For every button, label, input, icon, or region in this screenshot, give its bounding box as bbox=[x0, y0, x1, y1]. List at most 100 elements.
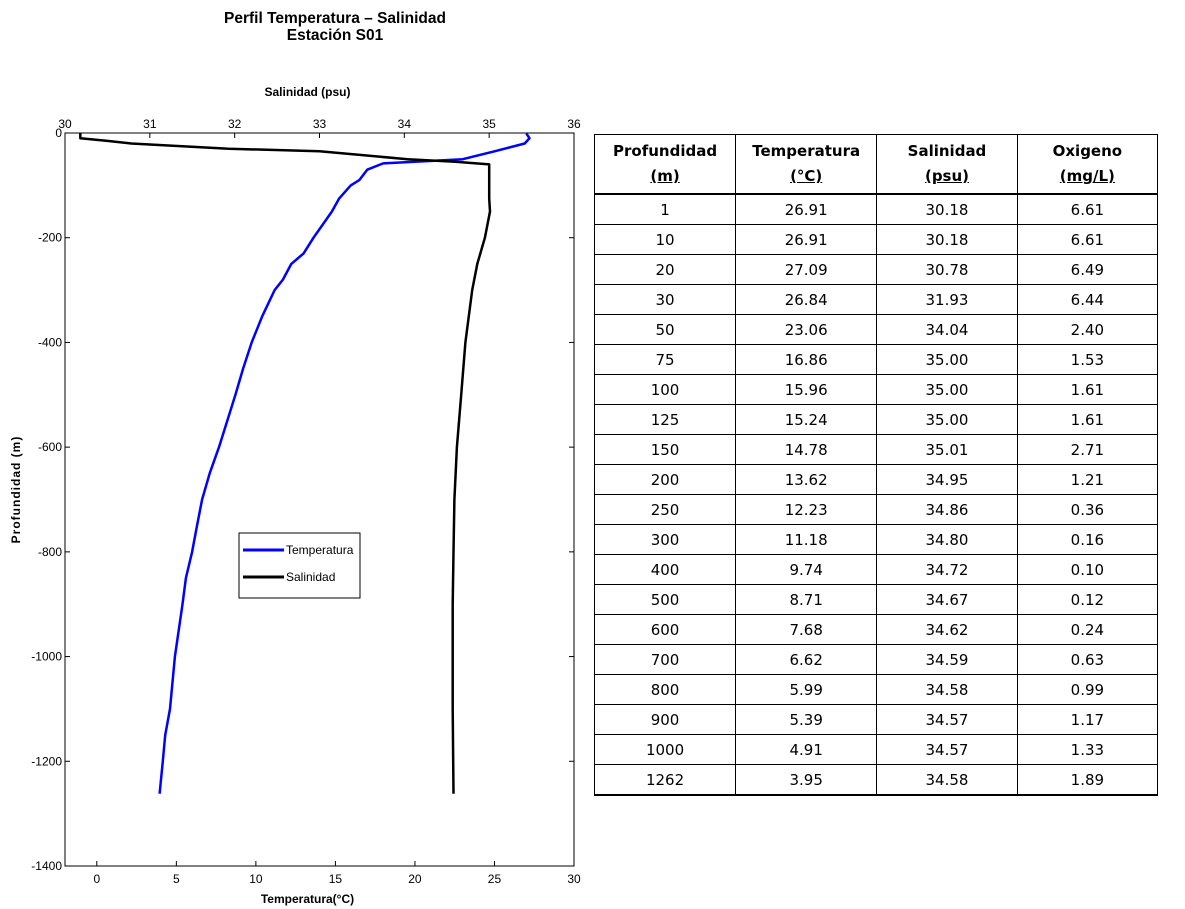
table-cell: 5.99 bbox=[735, 674, 878, 705]
table-cell: 6.61 bbox=[1016, 224, 1159, 255]
table-cell: 4.91 bbox=[735, 734, 878, 765]
table-cell: 1.53 bbox=[1016, 344, 1159, 375]
table-cell: 20 bbox=[593, 254, 737, 285]
legend-label-salinidad: Salinidad bbox=[286, 570, 335, 584]
table-cell: 300 bbox=[593, 524, 737, 555]
table-cell: 250 bbox=[593, 494, 737, 525]
table-cell: 27.09 bbox=[735, 254, 878, 285]
table-cell: 7.68 bbox=[735, 614, 878, 645]
table-cell: 0.36 bbox=[1016, 494, 1159, 525]
table-row: 500 8.71 34.67 0.12 bbox=[593, 584, 1159, 615]
y-tick-label: 0 bbox=[55, 126, 62, 140]
table-cell: 30 bbox=[593, 284, 737, 315]
table-cell: 800 bbox=[593, 674, 737, 705]
table-cell: 26.91 bbox=[735, 193, 878, 225]
y-tick-label: -1200 bbox=[31, 754, 62, 768]
legend-label-temperatura: Temperatura bbox=[286, 543, 354, 557]
x-bottom-tick-label: 30 bbox=[567, 872, 581, 886]
x-top-tick-label: 35 bbox=[482, 117, 496, 131]
table-cell: 900 bbox=[593, 704, 737, 735]
table-row: 100 15.96 35.00 1.61 bbox=[593, 374, 1159, 405]
table-cell: 9.74 bbox=[735, 554, 878, 585]
table-header-cell: Salinidad (psu) bbox=[876, 134, 1018, 195]
table-cell: 26.84 bbox=[735, 284, 878, 315]
header-name: Profundidad bbox=[613, 142, 718, 160]
y-tick-label: -1000 bbox=[31, 650, 62, 664]
table-cell: 34.72 bbox=[876, 554, 1018, 585]
x-top-axis-title: Salinidad (psu) bbox=[264, 85, 350, 99]
header-unit: (mg/L) bbox=[1059, 167, 1115, 185]
table-cell: 3.95 bbox=[735, 764, 878, 796]
table-cell: 5.39 bbox=[735, 704, 878, 735]
header-unit: (°C) bbox=[790, 167, 823, 185]
table-cell: 75 bbox=[593, 344, 737, 375]
x-top-tick-label: 30 bbox=[58, 117, 72, 131]
table-cell: 34.58 bbox=[876, 764, 1018, 796]
table-cell: 1.33 bbox=[1016, 734, 1159, 765]
table-row: 800 5.99 34.58 0.99 bbox=[593, 674, 1159, 705]
table-cell: 34.95 bbox=[876, 464, 1018, 495]
table-cell: 34.59 bbox=[876, 644, 1018, 675]
table-cell: 2.40 bbox=[1016, 314, 1159, 345]
y-tick-label: -1400 bbox=[31, 859, 62, 873]
table-cell: 1.17 bbox=[1016, 704, 1159, 735]
table-row: 10 26.91 30.18 6.61 bbox=[593, 224, 1159, 255]
header-unit: (psu) bbox=[924, 167, 970, 185]
table-cell: 31.93 bbox=[876, 284, 1018, 315]
table-cell: 500 bbox=[593, 584, 737, 615]
table-cell: 0.16 bbox=[1016, 524, 1159, 555]
table-cell: 35.00 bbox=[876, 404, 1018, 435]
table-row: 1 26.91 30.18 6.61 bbox=[593, 193, 1159, 225]
y-axis-title: Profundidad (m) bbox=[9, 436, 23, 544]
table-cell: 34.58 bbox=[876, 674, 1018, 705]
table-header-cell: Oxigeno (mg/L) bbox=[1016, 134, 1159, 195]
table-cell: 34.57 bbox=[876, 704, 1018, 735]
x-top-tick-label: 31 bbox=[143, 117, 157, 131]
x-top-tick-label: 36 bbox=[567, 117, 581, 131]
header-name: Temperatura bbox=[752, 142, 861, 160]
y-tick-label: -600 bbox=[38, 440, 62, 454]
profile-data-table: Profundidad (m) Temperatura (°C) Salinidad (p… bbox=[593, 134, 1159, 796]
x-bottom-tick-label: 5 bbox=[173, 872, 180, 886]
table-row: 1000 4.91 34.57 1.33 bbox=[593, 734, 1159, 765]
table-cell: 23.06 bbox=[735, 314, 878, 345]
x-bottom-tick-label: 0 bbox=[93, 872, 100, 886]
table-cell: 0.63 bbox=[1016, 644, 1159, 675]
x-bottom-tick-label: 25 bbox=[488, 872, 502, 886]
x-bottom-axis-title: Temperatura(°C) bbox=[261, 892, 354, 906]
table-cell: 15.24 bbox=[735, 404, 878, 435]
header-name: Salinidad bbox=[907, 142, 987, 160]
legend-box bbox=[238, 532, 361, 599]
profile-chart: 0 -200 -400 -600 -800 -1000 -1200 -1400 0 5 10 15 20… bbox=[9, 85, 581, 906]
table-cell: 13.62 bbox=[735, 464, 878, 495]
table-cell: 1 bbox=[593, 193, 737, 225]
header-unit: (m) bbox=[650, 167, 680, 185]
table-cell: 200 bbox=[593, 464, 737, 495]
table-cell: 35.00 bbox=[876, 374, 1018, 405]
table-header-cell: Profundidad (m) bbox=[593, 134, 737, 195]
table-cell: 125 bbox=[593, 404, 737, 435]
x-top-tick-label: 32 bbox=[228, 117, 242, 131]
table-row: 150 14.78 35.01 2.71 bbox=[593, 434, 1159, 465]
table-cell: 1.61 bbox=[1016, 374, 1159, 405]
x-bottom-tick-label: 15 bbox=[329, 872, 343, 886]
x-top-tick-label: 34 bbox=[398, 117, 412, 131]
table-row: 400 9.74 34.72 0.10 bbox=[593, 554, 1159, 585]
table-header-row: Profundidad (m) Temperatura (°C) Salinidad (p… bbox=[593, 134, 1159, 195]
table-cell: 700 bbox=[593, 644, 737, 675]
table-cell: 50 bbox=[593, 314, 737, 345]
chart-subtitle: Estación S01 bbox=[286, 27, 384, 44]
header-name: Oxigeno bbox=[1052, 142, 1123, 160]
table-row: 600 7.68 34.62 0.24 bbox=[593, 614, 1159, 645]
table-cell: 0.24 bbox=[1016, 614, 1159, 645]
table-cell: 600 bbox=[593, 614, 737, 645]
table-cell: 0.12 bbox=[1016, 584, 1159, 615]
table-cell: 2.71 bbox=[1016, 434, 1159, 465]
table-cell: 1000 bbox=[593, 734, 737, 765]
table-cell: 0.99 bbox=[1016, 674, 1159, 705]
table-row: 125 15.24 35.00 1.61 bbox=[593, 404, 1159, 435]
table-cell: 16.86 bbox=[735, 344, 878, 375]
y-tick-label: -400 bbox=[38, 335, 62, 349]
table-row: 1262 3.95 34.58 1.89 bbox=[593, 764, 1159, 796]
salinidad-line bbox=[79, 133, 492, 794]
